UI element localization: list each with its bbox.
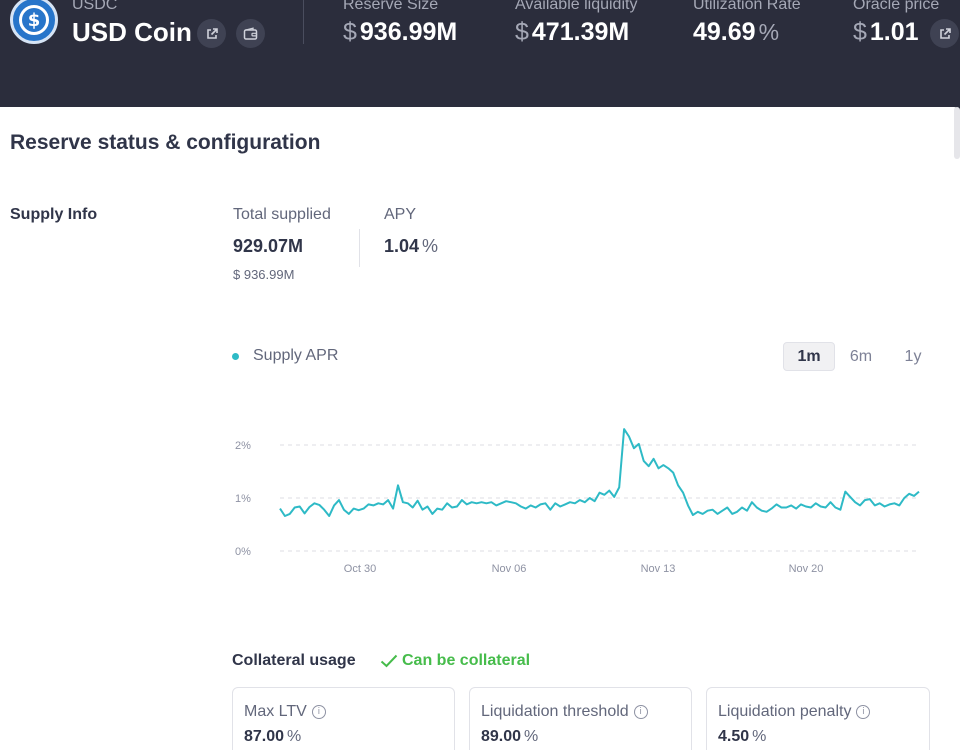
- card-value: 4.50%: [718, 728, 767, 745]
- dollar-icon: $: [19, 5, 49, 35]
- x-tick-label: Oct 30: [344, 563, 376, 575]
- total-supplied-usd: $ 936.99M: [233, 267, 295, 282]
- asset-name: USD Coin: [72, 17, 192, 47]
- card-value: 89.00%: [481, 728, 539, 745]
- header-divider: [303, 0, 304, 44]
- check-icon: [380, 654, 398, 668]
- card-label: Max LTV i: [244, 703, 326, 721]
- usdc-logo: $: [10, 0, 58, 44]
- x-tick-label: Nov 06: [492, 563, 527, 575]
- scrollbar[interactable]: [954, 107, 960, 159]
- page-title: Reserve status & configuration: [10, 131, 321, 154]
- asset-symbol: USDC: [72, 0, 118, 13]
- stat-label: Reserve Size: [343, 0, 439, 13]
- collateral-status: Can be collateral: [380, 652, 530, 670]
- card-label: Liquidation penalty i: [718, 703, 871, 721]
- wallet-icon: [243, 26, 258, 40]
- external-link-icon: [939, 27, 951, 39]
- oracle-link-button[interactable]: [930, 19, 959, 48]
- liquidation-penalty-card: Liquidation penalty i 4.50%: [706, 687, 930, 750]
- stat-label: Available liquidity: [515, 0, 638, 13]
- range-tab-1y[interactable]: 1y: [904, 347, 922, 365]
- x-tick-label: Nov 20: [789, 563, 824, 575]
- y-tick-label: 2%: [235, 440, 251, 452]
- total-supplied-value: 929.07M: [233, 236, 304, 256]
- info-icon[interactable]: i: [311, 705, 326, 719]
- supply-info-label: Supply Info: [10, 206, 98, 223]
- info-icon[interactable]: i: [633, 705, 648, 719]
- card-value: 87.00%: [244, 728, 302, 745]
- chart-legend: Supply APR: [253, 347, 339, 364]
- range-tab-6m[interactable]: 6m: [849, 347, 873, 365]
- collateral-usage-title: Collateral usage: [232, 652, 356, 669]
- supply-apr-line: [279, 428, 920, 517]
- supply-apr-chart[interactable]: 0% 1% 2% Oct 30 Nov 06 Nov 13 Nov 20: [222, 420, 927, 585]
- reserve-header: $ USDC USD Coin Reserve Size $936.99M Av…: [0, 0, 960, 107]
- card-label: Liquidation threshold i: [481, 703, 648, 721]
- y-tick-label: 0%: [235, 546, 251, 558]
- stat-value: $1.01: [853, 18, 919, 46]
- stat-value: 49.69%: [693, 18, 780, 46]
- add-to-wallet-button[interactable]: [236, 19, 265, 48]
- info-icon[interactable]: i: [856, 705, 871, 719]
- x-tick-label: Nov 13: [641, 563, 676, 575]
- external-link-button[interactable]: [197, 19, 226, 48]
- y-tick-label: 1%: [235, 493, 251, 505]
- apy-label: APY: [384, 206, 417, 223]
- total-supplied-label: Total supplied: [233, 206, 331, 223]
- stat-value: $936.99M: [343, 18, 458, 46]
- stat-value: $471.39M: [515, 18, 630, 46]
- supply-divider: [359, 229, 360, 267]
- stat-label: Oracle price: [853, 0, 940, 13]
- range-tab-1m[interactable]: 1m: [783, 342, 835, 371]
- max-ltv-card: Max LTV i 87.00%: [232, 687, 455, 750]
- external-link-icon: [206, 27, 218, 39]
- liquidation-threshold-card: Liquidation threshold i 89.00%: [469, 687, 692, 750]
- reserve-status-panel: [0, 107, 960, 750]
- time-range-tabs: 1m 6m 1y: [783, 342, 939, 371]
- stat-label: Utilization Rate: [693, 0, 801, 13]
- apy-value: 1.04%: [384, 236, 439, 256]
- legend-dot: [232, 353, 239, 360]
